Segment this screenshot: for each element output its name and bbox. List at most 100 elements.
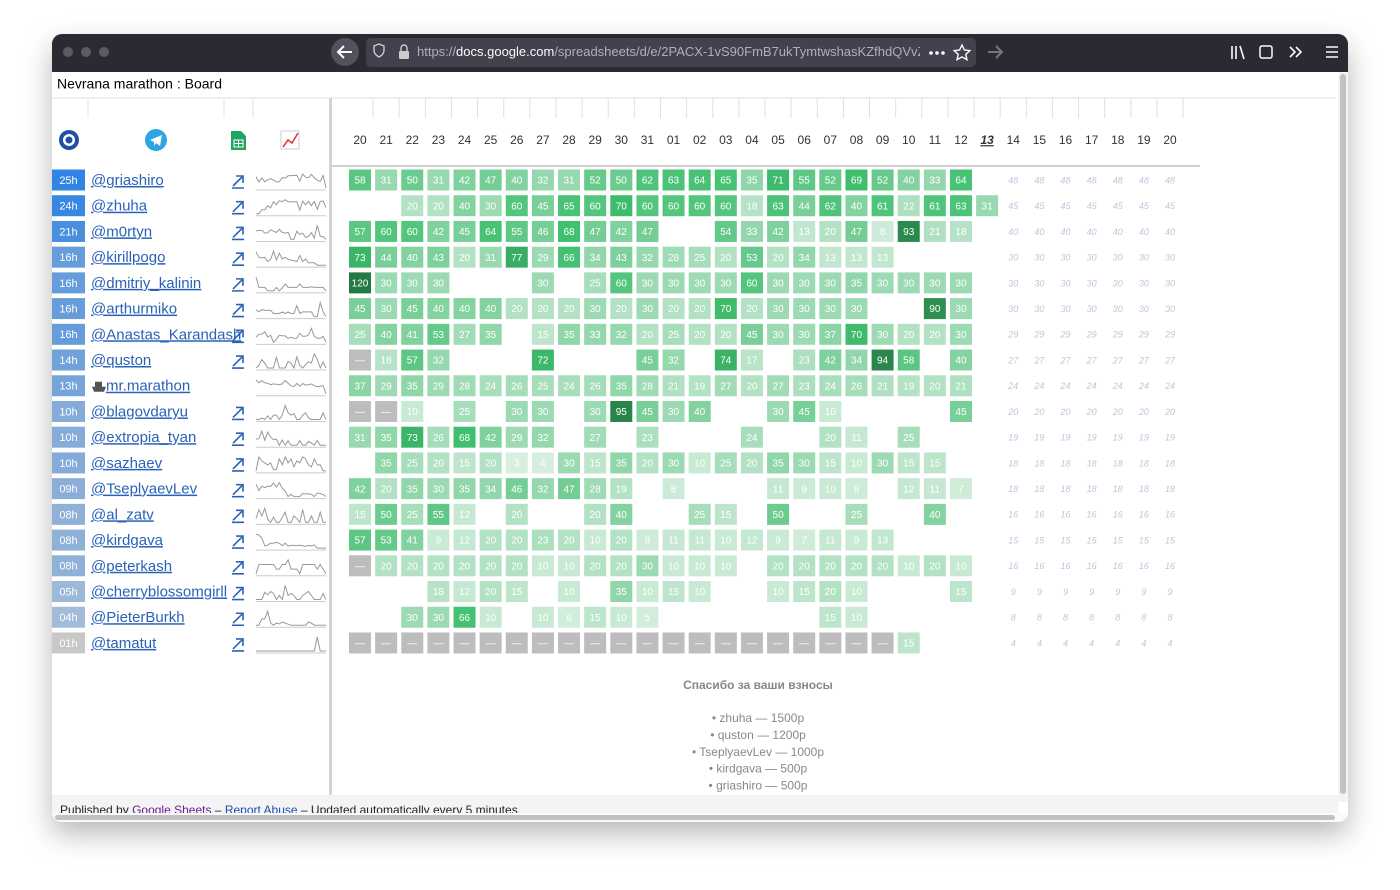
username[interactable]: @peterkash xyxy=(91,558,172,575)
hours-badge xyxy=(52,323,85,345)
score-cell xyxy=(453,426,476,448)
link-icon[interactable] xyxy=(232,432,244,446)
bookmark-star[interactable] xyxy=(952,43,972,61)
link-icon[interactable] xyxy=(232,355,244,369)
score-label: 45 xyxy=(746,330,758,341)
link-icon[interactable] xyxy=(232,226,244,241)
score-cell xyxy=(662,581,685,603)
score-cell xyxy=(923,323,946,345)
score-label: 42 xyxy=(459,176,471,187)
link-icon[interactable] xyxy=(232,483,244,498)
link-icon[interactable] xyxy=(232,561,244,575)
score-label: 29 xyxy=(511,433,523,444)
link-icon[interactable] xyxy=(232,638,244,652)
username[interactable]: @arthurmiko xyxy=(91,301,177,318)
more-button[interactable] xyxy=(929,51,945,55)
score-label: 35 xyxy=(381,459,393,470)
score-cell xyxy=(819,272,842,294)
score-cell xyxy=(662,375,685,397)
username[interactable]: @griashiro xyxy=(91,172,164,189)
score-label: 25 xyxy=(694,510,706,521)
username[interactable]: @m0rtyn xyxy=(91,223,152,240)
forecast-label: 8 xyxy=(1141,613,1146,623)
score-cell xyxy=(714,452,737,474)
link-icon[interactable] xyxy=(232,458,244,472)
link-icon[interactable] xyxy=(232,329,244,344)
sidebar-icon[interactable] xyxy=(1259,45,1273,59)
score-label: 18 xyxy=(955,227,967,238)
username[interactable]: @cherryblossomgirll xyxy=(91,583,227,600)
library-icon[interactable] xyxy=(1231,45,1245,60)
score-cell xyxy=(688,529,711,551)
link-icon[interactable] xyxy=(232,406,244,421)
menu-icon[interactable] xyxy=(1326,46,1338,58)
username[interactable]: @kirillpogo xyxy=(91,249,165,266)
score-label: 18 xyxy=(381,356,393,367)
lock-icon[interactable] xyxy=(399,51,409,59)
score-cell xyxy=(845,349,868,371)
score-cell xyxy=(740,272,763,294)
link-icon[interactable] xyxy=(232,612,244,627)
close-button[interactable] xyxy=(63,47,73,57)
username[interactable]: @sazhaev xyxy=(91,455,163,472)
score-cell xyxy=(636,581,659,603)
score-cell xyxy=(767,298,790,320)
url-bar[interactable] xyxy=(366,38,976,67)
score-cell xyxy=(897,272,920,294)
score-cell xyxy=(505,452,528,474)
score-cell xyxy=(349,632,371,654)
username[interactable]: @Anastas_Karandash xyxy=(91,326,241,343)
score-cell xyxy=(584,246,607,268)
username[interactable]: @quston xyxy=(91,352,151,369)
score-label: 20 xyxy=(511,536,523,547)
score-label: 43 xyxy=(616,253,628,264)
link-icon[interactable] xyxy=(232,535,244,549)
score-label: 20 xyxy=(511,510,523,521)
link-icon[interactable] xyxy=(232,200,244,215)
score-cell xyxy=(610,272,633,294)
score-label: 30 xyxy=(381,304,393,315)
forecast-label: 27 xyxy=(1086,355,1098,365)
zoom-button[interactable] xyxy=(99,47,109,57)
username[interactable]: @zhuha xyxy=(91,198,148,215)
link-icon[interactable] xyxy=(232,278,244,292)
score-cell xyxy=(401,298,424,320)
minimize-button[interactable] xyxy=(81,47,91,57)
score-label: 33 xyxy=(929,176,941,187)
doc-title: Nevrana marathon : Board xyxy=(57,76,222,92)
score-label: 7 xyxy=(801,536,807,547)
score-cell xyxy=(949,581,972,603)
link-icon[interactable] xyxy=(232,303,244,318)
link-icon[interactable] xyxy=(232,509,244,524)
vertical-thumb[interactable] xyxy=(1340,74,1346,794)
username[interactable]: @al_zatv xyxy=(91,506,154,523)
score-label: 30 xyxy=(563,459,575,470)
overflow-icon[interactable] xyxy=(1289,46,1303,58)
score-label: 70 xyxy=(720,304,732,315)
link-icon[interactable] xyxy=(232,586,244,601)
score-label: 8 xyxy=(671,484,677,495)
score-label: 20 xyxy=(799,561,811,572)
shield-icon[interactable] xyxy=(373,43,385,58)
score-label: 40 xyxy=(433,304,445,315)
username[interactable]: @kirdgava xyxy=(91,532,164,549)
sparkline xyxy=(255,506,326,524)
score-label: 13 xyxy=(825,253,837,264)
horizontal-thumb[interactable] xyxy=(55,815,1335,820)
score-cell xyxy=(662,452,685,474)
username[interactable]: @blagovdaryu xyxy=(91,403,188,420)
score-cell xyxy=(949,195,972,217)
username[interactable]: @dmitriy_kalinin xyxy=(91,275,201,292)
score-label: 32 xyxy=(537,176,549,187)
username[interactable]: @TseplyaevLev xyxy=(91,481,198,498)
username[interactable]: mr.marathon xyxy=(106,378,190,395)
forward-button[interactable] xyxy=(988,45,1004,59)
username[interactable]: @PieterBurkh xyxy=(91,609,185,626)
link-icon[interactable] xyxy=(232,252,244,266)
username[interactable]: @extropia_tyan xyxy=(91,429,196,446)
forecast-label: 40 xyxy=(1008,227,1018,237)
link-icon[interactable] xyxy=(232,175,244,189)
score-cell xyxy=(584,426,607,448)
url[interactable]: https://docs.google.com/spreadsheets/d/e… xyxy=(417,44,926,59)
username[interactable]: @tamatut xyxy=(91,635,157,652)
